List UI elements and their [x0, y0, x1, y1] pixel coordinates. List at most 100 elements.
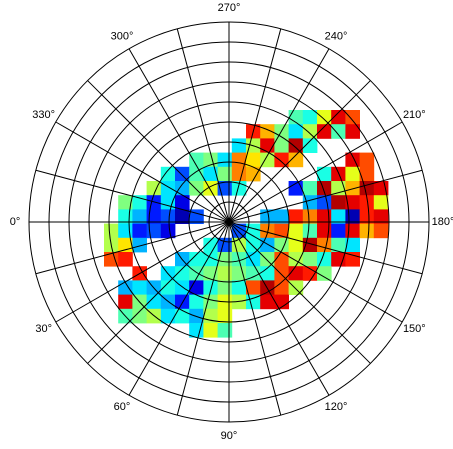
cell: [345, 181, 360, 196]
cell: [331, 209, 346, 224]
cell: [331, 237, 346, 253]
cell: [288, 237, 304, 253]
cell: [203, 294, 218, 310]
cell: [160, 308, 176, 324]
cell: [274, 252, 289, 267]
cell: [345, 223, 360, 239]
cell: [288, 152, 304, 168]
cell: [302, 181, 318, 196]
cell: [302, 266, 318, 281]
cell: [231, 294, 247, 310]
cell: [160, 181, 176, 196]
cell: [345, 166, 360, 182]
cell: [345, 110, 360, 125]
cell: [246, 280, 261, 295]
cell: [132, 223, 147, 239]
cell: [359, 209, 375, 224]
cell: [246, 152, 261, 168]
cell: [132, 280, 147, 295]
cell: [260, 266, 275, 281]
cell: [274, 266, 289, 281]
cell: [175, 195, 190, 210]
cell: [132, 308, 147, 324]
cell: [132, 209, 147, 224]
cell: [203, 166, 218, 182]
cell: [146, 209, 162, 224]
cell: [373, 209, 389, 224]
cell: [288, 223, 304, 239]
cell: [189, 294, 204, 310]
spoke: [87, 80, 230, 223]
cell: [175, 209, 190, 224]
spoke: [176, 28, 230, 223]
cell: [288, 252, 304, 267]
cell: [104, 223, 119, 239]
cell: [160, 223, 176, 239]
cell: [231, 166, 247, 182]
theta-tick-label: 330°: [32, 109, 55, 121]
spoke: [228, 121, 403, 223]
cell: [274, 138, 289, 153]
cell: [175, 266, 190, 281]
cell: [317, 266, 332, 281]
cell: [260, 152, 275, 168]
theta-tick-label: 0°: [10, 216, 21, 228]
theta-tick-label: 210°: [403, 109, 426, 121]
cell: [132, 237, 147, 253]
cell: [217, 323, 233, 338]
cell: [302, 223, 318, 239]
cell: [331, 124, 346, 139]
cell: [373, 223, 389, 239]
spoke: [228, 48, 330, 223]
spoke: [228, 80, 371, 223]
spoke: [228, 221, 423, 275]
cell: [288, 280, 304, 295]
cell: [359, 152, 375, 168]
theta-tick-label: 270°: [218, 2, 241, 14]
spoke: [128, 221, 230, 396]
cell: [345, 237, 360, 253]
theta-tick-label: 180°: [432, 216, 453, 228]
cell: [246, 252, 261, 267]
cell: [217, 266, 233, 281]
cell: [189, 181, 204, 196]
cell: [302, 252, 318, 267]
cell: [231, 223, 247, 239]
cell: [146, 294, 162, 310]
cell: [331, 252, 346, 267]
cell: [331, 181, 346, 196]
spoke: [35, 169, 230, 223]
theta-tick-label: 300°: [111, 31, 134, 43]
spoke: [35, 221, 230, 275]
cell: [217, 166, 233, 182]
spoke: [228, 221, 371, 364]
cell: [189, 323, 204, 338]
cell: [274, 152, 289, 168]
cell: [274, 294, 289, 310]
spoke: [228, 28, 282, 223]
cell: [231, 138, 247, 153]
cell: [345, 152, 360, 168]
cell: [302, 110, 318, 125]
cell: [331, 110, 346, 125]
cell: [189, 152, 204, 168]
cell: [345, 195, 360, 210]
spoke: [228, 221, 282, 416]
theta-tick-label: 120°: [325, 401, 348, 413]
cell: [203, 323, 218, 338]
cell: [189, 209, 204, 224]
cell: [118, 252, 133, 267]
cell: [118, 195, 133, 210]
cell: [359, 166, 375, 182]
cell: [274, 280, 289, 295]
spoke: [55, 221, 230, 323]
cell: [302, 138, 318, 153]
cell: [160, 280, 176, 295]
cell: [274, 209, 289, 224]
spoke: [228, 221, 330, 396]
theta-tick-label: 30°: [35, 323, 52, 335]
cell: [274, 223, 289, 239]
spoke: [228, 169, 423, 223]
cell: [217, 252, 233, 267]
cell: [189, 166, 204, 182]
